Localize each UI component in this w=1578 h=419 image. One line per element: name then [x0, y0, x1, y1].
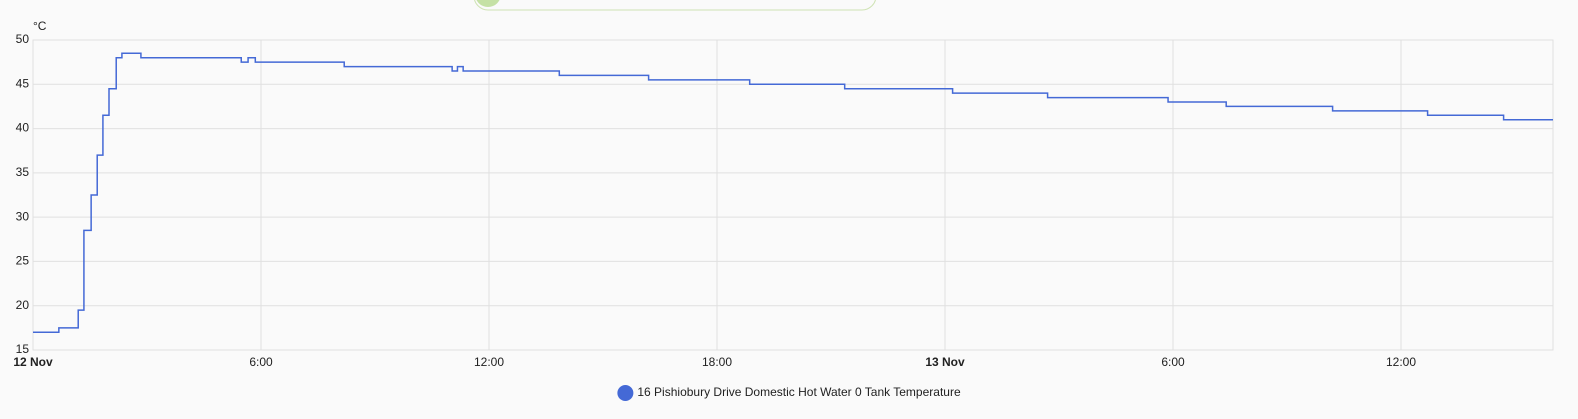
x-tick-label: 6:00 [1161, 355, 1185, 369]
y-unit-label: °C [33, 19, 47, 33]
x-tick-label: 12 Nov [13, 355, 53, 369]
notification-pill [474, 0, 876, 11]
y-tick-label: 50 [16, 32, 30, 46]
notification-icon [476, 0, 500, 7]
x-tick-label: 18:00 [702, 355, 732, 369]
x-tick-label: 13 Nov [925, 355, 965, 369]
data-line [33, 52, 1553, 334]
y-tick-label: 20 [16, 298, 30, 312]
y-tick-label: 25 [16, 254, 30, 268]
y-tick-label: 30 [16, 209, 30, 223]
y-tick-label: 35 [16, 165, 30, 179]
y-tick-label: 45 [16, 76, 30, 90]
legend-marker [617, 385, 634, 401]
x-tick-label: 6:00 [249, 355, 273, 369]
legend-label: 16 Pishiobury Drive Domestic Hot Water 0… [637, 385, 961, 399]
y-tick-label: 40 [16, 121, 30, 135]
x-tick-label: 12:00 [474, 355, 504, 369]
y-tick-label: 15 [16, 342, 30, 356]
x-tick-label: 12:00 [1386, 355, 1416, 369]
